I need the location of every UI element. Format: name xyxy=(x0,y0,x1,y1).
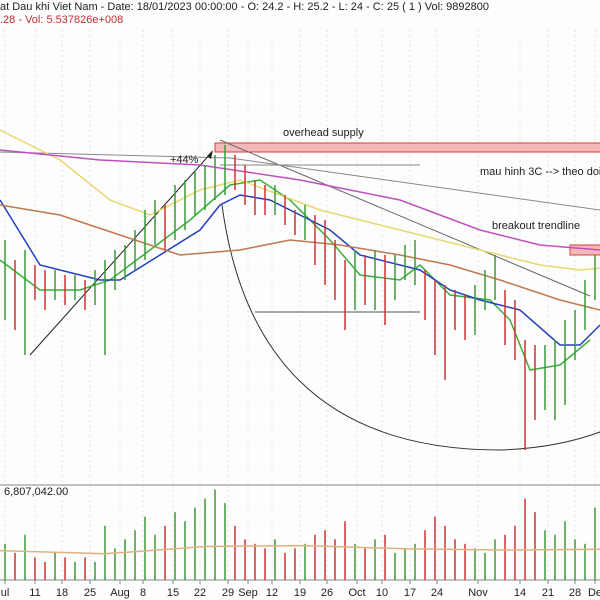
x-tick-label: 14 xyxy=(514,587,526,599)
x-tick-label: 18 xyxy=(56,587,68,599)
moving-average xyxy=(0,129,600,271)
chart-title: at Dau khi Viet Nam - Date: 18/01/2023 0… xyxy=(0,1,489,13)
x-tick-label: Oct xyxy=(348,587,365,599)
supply-zone xyxy=(569,244,600,256)
x-tick-label: 26 xyxy=(321,587,333,599)
trendline xyxy=(229,157,600,211)
x-tick-label: 12 xyxy=(266,587,278,599)
x-tick-label: Sep xyxy=(238,587,258,599)
x-tick-label: 29 xyxy=(222,587,234,599)
trendline xyxy=(219,139,591,297)
x-tick-label: 25 xyxy=(84,587,96,599)
x-tick-label: 22 xyxy=(194,587,206,599)
grid xyxy=(4,30,596,584)
annotation: breakout trendline xyxy=(492,220,580,232)
volume-label: 6,807,042.00 xyxy=(4,486,68,498)
arrow-head xyxy=(207,150,213,159)
x-tick-label: 11 xyxy=(29,587,40,599)
x-tick-label: Nov xyxy=(468,587,488,599)
cup-arc xyxy=(221,204,600,451)
volume-average xyxy=(0,544,600,555)
x-tick-label: ul xyxy=(1,587,10,599)
x-tick-label: 24 xyxy=(431,587,443,599)
x-tick-label: 21 xyxy=(542,587,554,599)
trend-arrow xyxy=(29,151,213,356)
x-tick-label: 10 xyxy=(376,587,388,599)
moving-average xyxy=(0,149,600,251)
plot: ul 11 18 25 Aug 8 15 22 29 Sep 12 19 26 Oct 10 17 24 Nov 1… xyxy=(0,129,600,599)
x-tick-label: 19 xyxy=(294,587,306,599)
chart-subtitle: .28 - Vol: 5.537826e+008 xyxy=(0,14,123,26)
trendline xyxy=(0,151,231,159)
x-tick-label: 28 xyxy=(569,587,581,599)
annotation: +44% xyxy=(170,154,199,166)
x-tick-label: 15 xyxy=(167,587,179,599)
x-tick-label: De xyxy=(588,587,600,599)
x-tick-label: 17 xyxy=(404,587,416,599)
x-tick-label: 8 xyxy=(140,587,146,599)
annotation: overhead supply xyxy=(283,127,364,139)
x-tick-label: Aug xyxy=(110,587,130,599)
supply-zone xyxy=(214,142,600,153)
annotation: mau hinh 3C --> theo doi ch xyxy=(480,166,600,178)
